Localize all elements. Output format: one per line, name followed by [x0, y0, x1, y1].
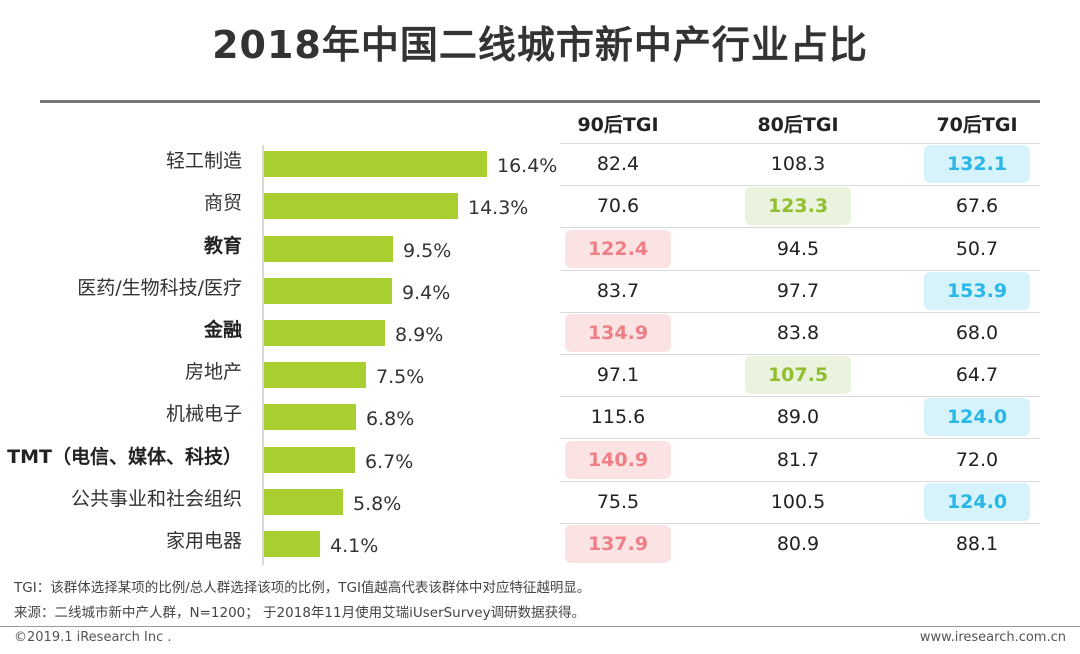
tgi-cell: 75.5 — [596, 491, 640, 513]
category-label: 家用电器 — [165, 530, 242, 552]
category-label: TMT（电信、媒体、科技） — [7, 446, 242, 468]
bar-value-label: 5.8% — [353, 493, 402, 515]
category-axis — [262, 145, 264, 565]
bar-value-label: 4.1% — [330, 535, 379, 557]
row-separator — [560, 396, 1040, 397]
row-separator — [560, 143, 1040, 144]
website-link[interactable]: www.iresearch.com.cn — [919, 630, 1066, 645]
bar — [264, 320, 385, 346]
tgi-cell: 94.5 — [776, 238, 820, 260]
category-label: 医药/生物科技/医疗 — [77, 277, 242, 299]
tgi-cell: 88.1 — [955, 533, 999, 555]
tgi-cell: 81.7 — [776, 449, 820, 471]
tgi-cell: 137.9 — [565, 525, 671, 563]
bar-value-label: 9.5% — [403, 240, 452, 262]
row-separator — [560, 185, 1040, 186]
row-separator — [560, 481, 1040, 482]
bar — [264, 447, 355, 473]
chart-title: 2018年中国二线城市新中产行业占比 — [212, 23, 868, 67]
tgi-cell: 83.8 — [776, 322, 820, 344]
header-divider — [40, 100, 1040, 103]
category-label: 机械电子 — [165, 403, 242, 425]
bar — [264, 151, 487, 177]
bar — [264, 531, 320, 557]
category-label: 商贸 — [203, 192, 242, 214]
row-separator — [560, 438, 1040, 439]
row-separator — [560, 354, 1040, 355]
bar-value-label: 9.4% — [402, 282, 451, 304]
tgi-cell: 50.7 — [955, 238, 999, 260]
column-header-70: 70后TGI — [936, 114, 1018, 136]
tgi-cell: 83.7 — [596, 280, 640, 302]
bar — [264, 193, 458, 219]
bar — [264, 236, 393, 262]
tgi-cell: 89.0 — [776, 406, 820, 428]
bar-value-label: 16.4% — [497, 155, 558, 177]
tgi-cell: 122.4 — [565, 230, 671, 268]
tgi-cell: 70.6 — [596, 195, 640, 217]
row-separator — [560, 312, 1040, 313]
category-label: 轻工制造 — [165, 150, 242, 172]
tgi-cell: 107.5 — [745, 356, 851, 394]
tgi-cell: 97.7 — [776, 280, 820, 302]
tgi-cell: 134.9 — [565, 314, 671, 352]
category-label: 金融 — [203, 319, 242, 341]
category-label: 教育 — [203, 235, 242, 257]
tgi-cell: 97.1 — [596, 364, 640, 386]
tgi-cell: 153.9 — [924, 272, 1030, 310]
bar-value-label: 14.3% — [468, 197, 529, 219]
bar — [264, 278, 392, 304]
tgi-cell: 123.3 — [745, 187, 851, 225]
tgi-note: TGI：该群体选择某项的比例/总人群选择该项的比例，TGI值越高代表该群体中对应… — [14, 580, 591, 596]
bar-value-label: 6.8% — [366, 408, 415, 430]
tgi-cell: 108.3 — [770, 153, 826, 175]
bar — [264, 404, 356, 430]
footer-divider — [0, 626, 1080, 627]
bar-value-label: 8.9% — [395, 324, 444, 346]
tgi-cell: 80.9 — [776, 533, 820, 555]
bar — [264, 489, 343, 515]
tgi-cell: 68.0 — [955, 322, 999, 344]
tgi-cell: 67.6 — [955, 195, 999, 217]
tgi-cell: 82.4 — [596, 153, 640, 175]
column-header-90: 90后TGI — [577, 114, 659, 136]
tgi-cell: 124.0 — [924, 398, 1030, 436]
tgi-cell: 64.7 — [955, 364, 999, 386]
row-separator — [560, 270, 1040, 271]
category-label: 公共事业和社会组织 — [70, 488, 242, 510]
row-separator — [560, 227, 1040, 228]
tgi-cell: 72.0 — [955, 449, 999, 471]
tgi-cell: 140.9 — [565, 441, 671, 479]
tgi-cell: 115.6 — [590, 406, 646, 428]
source-note: 来源：二线城市新中产人群，N=1200； 于2018年11月使用艾瑞iUserS… — [14, 605, 586, 621]
row-separator — [560, 523, 1040, 524]
bar — [264, 362, 366, 388]
bar-value-label: 6.7% — [365, 451, 414, 473]
category-label: 房地产 — [184, 361, 242, 383]
tgi-cell: 100.5 — [770, 491, 826, 513]
tgi-cell: 132.1 — [924, 145, 1030, 183]
bar-value-label: 7.5% — [376, 366, 425, 388]
column-header-80: 80后TGI — [757, 114, 839, 136]
tgi-cell: 124.0 — [924, 483, 1030, 521]
copyright: ©2019.1 iResearch Inc . — [14, 630, 172, 645]
